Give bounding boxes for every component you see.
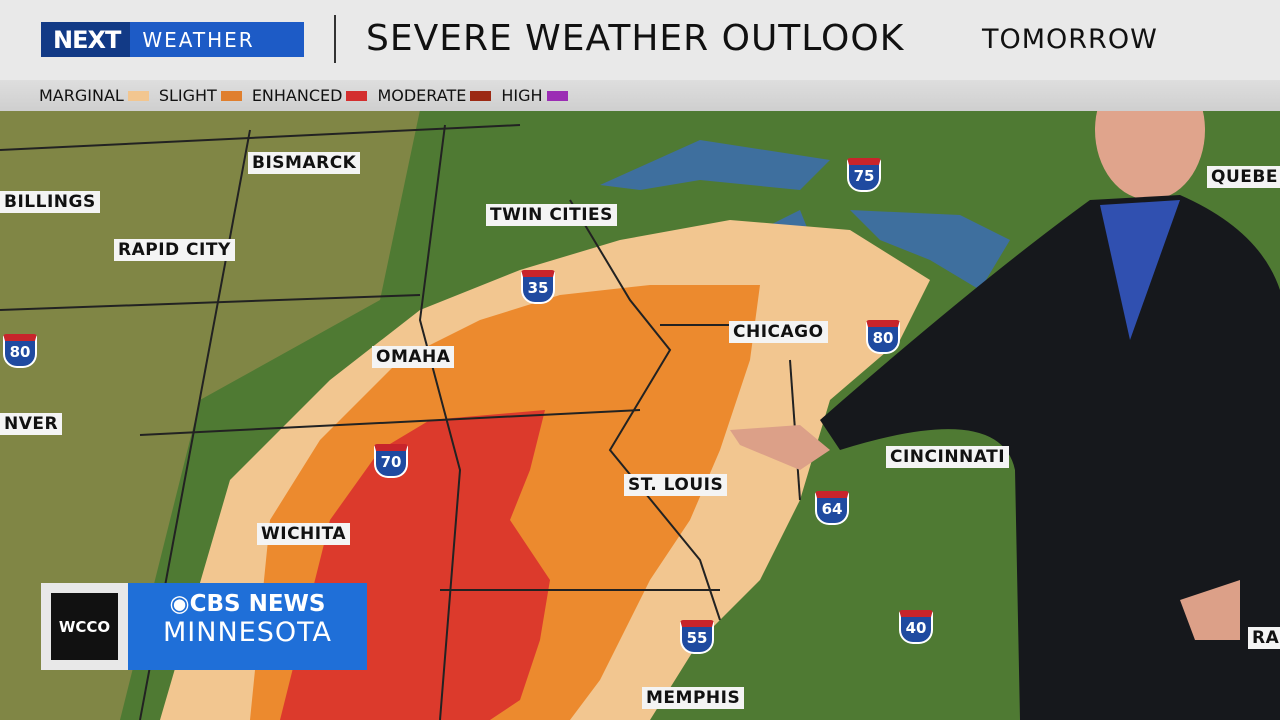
interstate-shield: 80 xyxy=(866,320,900,354)
city-label: RAPID CITY xyxy=(114,239,235,261)
swatch xyxy=(127,90,149,101)
city-label: OMAHA xyxy=(372,346,455,368)
presenter xyxy=(730,60,1280,720)
station-bug: WCCO ◉CBS NEWS MINNESOTA xyxy=(41,583,367,670)
page-title: SEVERE WEATHER OUTLOOK xyxy=(366,18,905,59)
cbs-eye-icon: ◉ xyxy=(169,591,190,617)
interstate-shield: 55 xyxy=(680,620,714,654)
risk-legend: MARGINAL SLIGHT ENHANCED MODERATE HIGH xyxy=(0,80,1280,111)
lake-superior xyxy=(600,140,830,190)
city-label: BISMARCK xyxy=(248,152,361,174)
interstate-shield: 80 xyxy=(3,334,37,368)
divider xyxy=(334,15,336,63)
swatch xyxy=(470,90,492,101)
interstate-shield: 70 xyxy=(374,444,408,478)
city-label: WICHITA xyxy=(257,523,351,545)
city-label: TWIN CITIES xyxy=(486,204,617,226)
swatch xyxy=(346,90,368,101)
cbs-news-minnesota-logo: ◉CBS NEWS MINNESOTA xyxy=(128,583,367,670)
header-bar: NEXT WEATHER SEVERE WEATHER OUTLOOK TOMO… xyxy=(0,0,1280,80)
interstate-shield: 40 xyxy=(899,610,933,644)
city-label: NVER xyxy=(0,413,63,435)
city-label: ST. LOUIS xyxy=(624,474,728,496)
logo-next: NEXT xyxy=(41,22,131,57)
interstate-shield: 35 xyxy=(521,270,555,304)
city-label: CHICAGO xyxy=(729,321,828,343)
swatch xyxy=(546,90,568,101)
interstate-shield: 75 xyxy=(847,158,881,192)
legend-marginal: MARGINAL xyxy=(39,86,149,105)
logo-weather: WEATHER xyxy=(142,27,255,52)
state-borders xyxy=(0,124,801,720)
city-label: MEMPHIS xyxy=(642,687,745,709)
legend-enhanced: ENHANCED xyxy=(252,86,368,105)
interstate-shield: 64 xyxy=(815,491,849,525)
city-label: RA xyxy=(1248,627,1280,649)
timeframe-label: TOMORROW xyxy=(982,24,1158,55)
legend-slight: SLIGHT xyxy=(159,86,242,105)
city-label: QUEBE xyxy=(1207,166,1280,188)
swatch xyxy=(220,90,242,101)
next-weather-logo: NEXT WEATHER xyxy=(41,22,304,57)
legend-moderate: MODERATE xyxy=(377,86,492,105)
wcco-logo: WCCO xyxy=(41,583,128,670)
lake-huron xyxy=(850,210,1010,290)
legend-high: HIGH xyxy=(501,86,568,105)
city-label: BILLINGS xyxy=(0,191,100,213)
city-label: CINCINNATI xyxy=(886,446,1010,468)
